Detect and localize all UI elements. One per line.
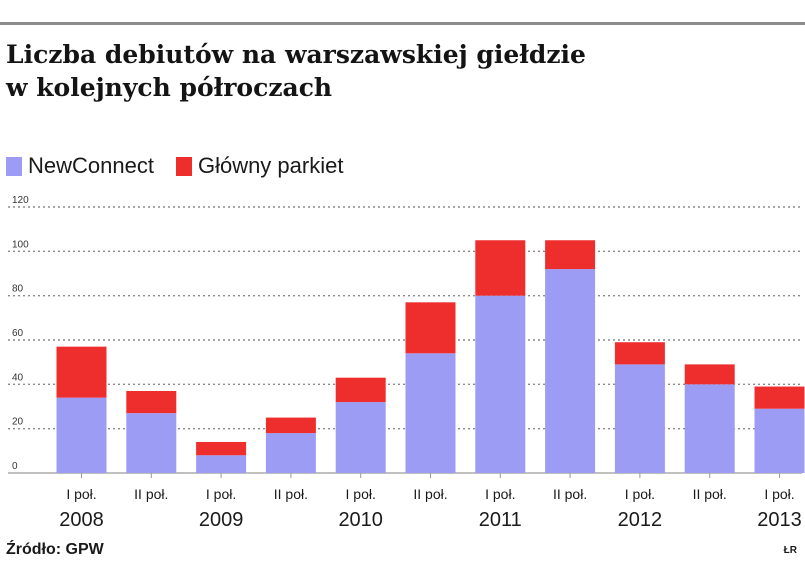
author-credit: ŁR bbox=[783, 545, 797, 556]
year-label-2010: 2010 bbox=[338, 509, 383, 531]
bar-newconnect-6 bbox=[475, 295, 526, 473]
bar-glowny-parkiet-10 bbox=[754, 386, 805, 409]
source-note: Źródło: GPW bbox=[6, 541, 104, 558]
y-tick-label-100: 100 bbox=[12, 239, 29, 250]
y-tick-label-20: 20 bbox=[12, 417, 24, 428]
bar-glowny-parkiet-5 bbox=[405, 302, 456, 354]
year-label-2011: 2011 bbox=[479, 509, 522, 531]
legend: NewConnect Główny parkiet bbox=[6, 151, 365, 181]
bar-newconnect-5 bbox=[405, 353, 456, 473]
x-tick-label-6: I poł. bbox=[485, 486, 515, 502]
chart-title: Liczba debiutów na warszawskiej giełdzie… bbox=[6, 38, 796, 104]
x-tick-label-5: II poł. bbox=[413, 486, 447, 502]
x-tick-label-9: II poł. bbox=[693, 486, 727, 502]
chart-title-line-2: w kolejnych półroczach bbox=[6, 73, 333, 102]
bar-chart: 0 20 40 60 80 100 120 I poł. II poł. I poł. II poł… bbox=[8, 195, 805, 531]
year-label-2012: 2012 bbox=[618, 509, 663, 531]
legend-item-glowny-parkiet: Główny parkiet bbox=[175, 153, 344, 179]
y-tick-label-60: 60 bbox=[12, 328, 24, 339]
bar-newconnect-8 bbox=[614, 364, 665, 473]
top-rule bbox=[0, 22, 805, 25]
year-label-2009: 2009 bbox=[199, 509, 244, 531]
bar-glowny-parkiet-2 bbox=[196, 441, 247, 456]
x-tick-label-4: I poł. bbox=[346, 486, 376, 502]
y-tick-label-80: 80 bbox=[12, 284, 24, 295]
bar-glowny-parkiet-6 bbox=[475, 240, 526, 296]
x-tick-label-7: II poł. bbox=[553, 486, 587, 502]
legend-swatch-glowny-parkiet bbox=[175, 156, 192, 176]
bar-glowny-parkiet-7 bbox=[545, 240, 596, 270]
x-tick-label-1: II poł. bbox=[134, 486, 168, 502]
bar-newconnect-9 bbox=[684, 384, 735, 473]
y-tick-label-40: 40 bbox=[12, 372, 24, 383]
year-label-2013: 2013 bbox=[757, 509, 802, 531]
bar-newconnect-2 bbox=[196, 455, 247, 473]
x-tick-label-0: I poł. bbox=[66, 486, 96, 502]
legend-swatch-newconnect bbox=[6, 156, 22, 176]
y-tick-label-120: 120 bbox=[12, 195, 29, 206]
x-tick-label-10: I poł. bbox=[764, 486, 794, 502]
bar-newconnect-7 bbox=[545, 269, 596, 473]
bar-newconnect-3 bbox=[265, 433, 316, 473]
bar-newconnect-4 bbox=[335, 402, 386, 473]
bar-glowny-parkiet-4 bbox=[335, 377, 386, 403]
bar-glowny-parkiet-8 bbox=[614, 342, 665, 365]
legend-label-newconnect: NewConnect bbox=[28, 153, 154, 178]
bar-newconnect-1 bbox=[126, 413, 177, 473]
chart-title-line-1: Liczba debiutów na warszawskiej giełdzie bbox=[6, 40, 586, 69]
x-tick-label-8: I poł. bbox=[625, 486, 655, 502]
bar-newconnect-10 bbox=[754, 408, 805, 473]
legend-label-glowny-parkiet: Główny parkiet bbox=[197, 153, 344, 178]
x-tick-label-2: I poł. bbox=[206, 486, 236, 502]
year-label-2008: 2008 bbox=[59, 509, 104, 531]
x-tick-label-3: II poł. bbox=[274, 486, 308, 502]
y-tick-label-0: 0 bbox=[12, 461, 18, 472]
bar-glowny-parkiet-3 bbox=[265, 417, 316, 434]
legend-item-newconnect: NewConnect bbox=[6, 153, 154, 179]
bar-glowny-parkiet-1 bbox=[126, 390, 177, 414]
bar-glowny-parkiet-0 bbox=[56, 346, 107, 398]
bar-glowny-parkiet-9 bbox=[684, 364, 735, 385]
bar-newconnect-0 bbox=[56, 397, 107, 473]
